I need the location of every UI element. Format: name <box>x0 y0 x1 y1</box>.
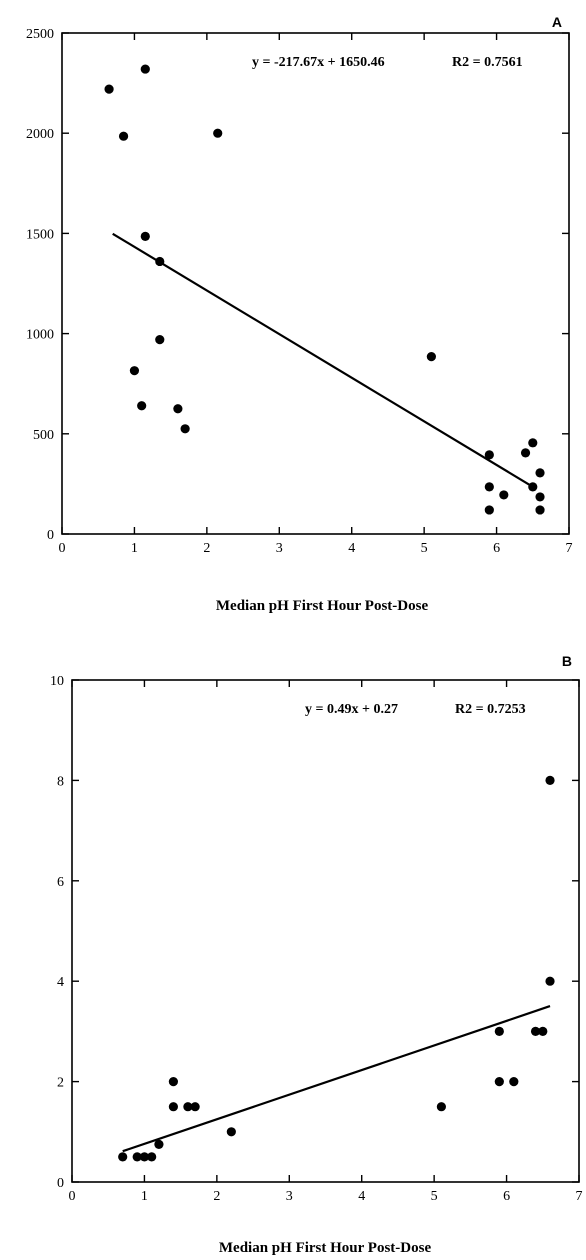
data-point <box>226 1127 236 1137</box>
data-point <box>155 335 165 345</box>
data-point <box>213 128 223 138</box>
x-tick-label: 1 <box>131 541 138 556</box>
regression-equation: y = -217.67x + 1650.46 <box>252 55 385 70</box>
data-point <box>180 424 190 434</box>
x-tick-label: 0 <box>69 1189 76 1204</box>
chart-panel-a: A y = -217.67x + 1650.46 R2 = 0.7561 0 1 2… <box>26 14 573 614</box>
plot-frame <box>61 32 570 535</box>
r-squared-label: R2 = 0.7253 <box>455 702 526 717</box>
data-point <box>484 450 494 460</box>
data-point <box>520 448 531 458</box>
x-tick-label: 1 <box>141 1189 148 1204</box>
y-tick-label: 2000 <box>26 127 54 142</box>
x-tick-label: 7 <box>566 541 573 556</box>
data-point <box>499 490 509 500</box>
data-points <box>104 64 545 515</box>
data-point <box>509 1077 519 1087</box>
data-point <box>154 1139 164 1149</box>
y-tick-label: 10 <box>50 674 64 689</box>
regression-line <box>122 1005 551 1153</box>
ticks: 0 1 2 3 4 5 6 7 0 2 4 6 8 10 <box>50 674 583 1204</box>
data-point <box>168 1077 178 1087</box>
y-tick-label: 500 <box>33 428 54 443</box>
y-tick-label: 4 <box>57 975 64 990</box>
data-point <box>535 505 545 515</box>
y-tick-label: 2500 <box>26 27 54 42</box>
x-axis-title: Median pH First Hour Post-Dose <box>216 598 429 614</box>
x-axis-title: Median pH First Hour Post-Dose <box>219 1240 432 1256</box>
x-tick-label: 4 <box>358 1189 365 1204</box>
y-tick-label: 2 <box>57 1076 64 1091</box>
data-point <box>528 482 538 492</box>
data-point <box>528 438 538 448</box>
data-point <box>132 1152 142 1162</box>
data-point <box>436 1102 446 1112</box>
data-point <box>484 505 494 515</box>
y-tick-label: 6 <box>57 875 64 890</box>
data-point <box>545 775 555 786</box>
data-point <box>155 256 165 267</box>
panel-label: A <box>552 14 562 30</box>
x-tick-label: 7 <box>576 1189 583 1204</box>
x-tick-label: 0 <box>59 541 66 556</box>
data-point <box>140 231 150 242</box>
x-tick-label: 3 <box>276 541 283 556</box>
data-point <box>137 401 147 411</box>
data-point <box>494 1077 504 1087</box>
y-tick-label: 8 <box>57 774 64 789</box>
x-tick-label: 6 <box>503 1189 510 1204</box>
x-tick-label: 2 <box>203 541 210 556</box>
regression-equation: y = 0.49x + 0.27 <box>305 702 398 717</box>
panel-label: B <box>562 653 572 669</box>
trendline-group <box>112 232 534 488</box>
data-point <box>426 352 436 362</box>
data-point <box>535 492 545 502</box>
data-point <box>545 976 555 986</box>
regression-line <box>112 232 534 488</box>
data-point <box>530 1026 541 1036</box>
data-point <box>494 1026 504 1036</box>
chart-panel-b: B y = 0.49x + 0.27 R2 = 0.7253 0 1 2 3 4 5 6 70… <box>50 653 583 1256</box>
data-point <box>535 468 545 478</box>
y-tick-label: 0 <box>57 1176 64 1191</box>
y-tick-label: 1500 <box>26 227 54 242</box>
x-tick-label: 6 <box>493 541 500 556</box>
data-point <box>168 1102 178 1112</box>
data-point <box>538 1026 548 1036</box>
x-tick-label: 3 <box>286 1189 293 1204</box>
data-point <box>139 1152 150 1162</box>
data-point <box>183 1102 193 1112</box>
ticks: 0 1 2 3 4 5 6 7 0 500 1000 1500 2000 2500 <box>26 27 573 556</box>
data-point <box>129 366 140 376</box>
data-points <box>118 775 555 1162</box>
data-point <box>484 482 494 492</box>
x-tick-label: 2 <box>213 1189 220 1204</box>
data-point <box>118 1152 128 1162</box>
x-tick-label: 5 <box>421 541 428 556</box>
data-point <box>140 64 150 74</box>
r-squared-label: R2 = 0.7561 <box>452 55 523 70</box>
x-tick-label: 5 <box>431 1189 438 1204</box>
data-point <box>190 1102 200 1112</box>
y-tick-label: 1000 <box>26 328 54 343</box>
plot-frame <box>71 679 580 1183</box>
data-point <box>147 1152 157 1162</box>
data-point <box>173 404 183 414</box>
data-point <box>118 131 129 141</box>
trendline-group <box>122 1005 551 1153</box>
y-tick-label: 0 <box>47 528 54 543</box>
x-tick-label: 4 <box>348 541 355 556</box>
data-point <box>104 84 114 94</box>
